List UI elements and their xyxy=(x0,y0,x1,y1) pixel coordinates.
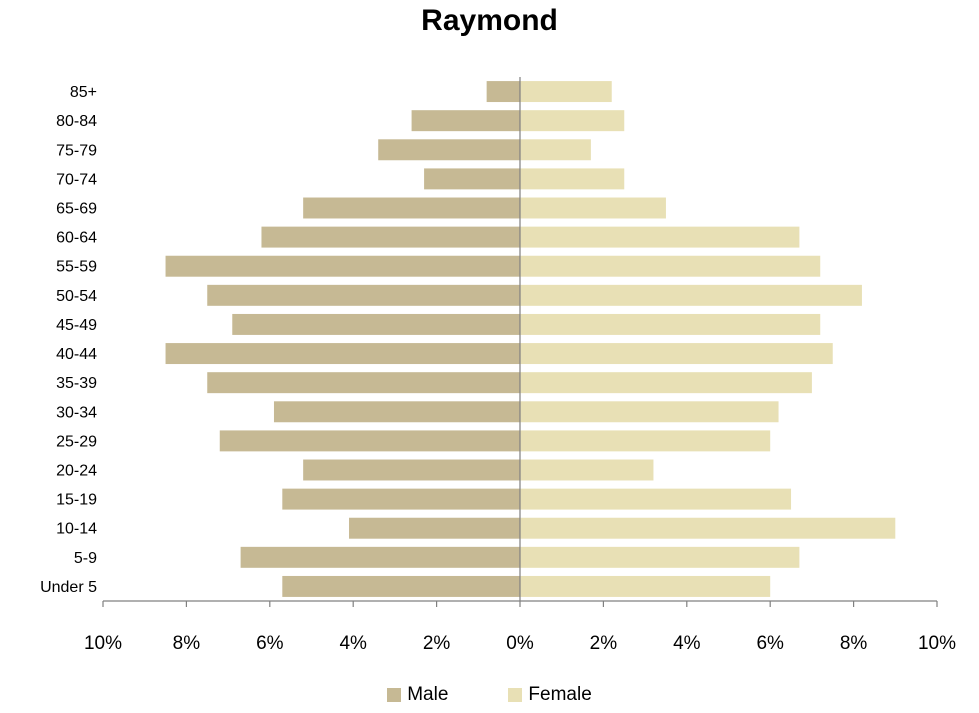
bar-male-75-79 xyxy=(378,139,520,161)
bar-male-85plus xyxy=(486,81,520,103)
chart-title: Raymond xyxy=(421,4,558,37)
bars-group xyxy=(165,81,896,597)
bar-male-15-19 xyxy=(282,488,520,510)
x-tick-label: 6% xyxy=(756,633,784,654)
bar-female-15-19 xyxy=(520,488,792,510)
bar-female-25-29 xyxy=(520,430,771,452)
x-tick-label: 8% xyxy=(173,633,201,654)
bar-female-5-9 xyxy=(520,546,800,568)
bar-male-50-54 xyxy=(207,284,520,306)
bar-female-80-84 xyxy=(520,110,625,132)
bar-female-50-54 xyxy=(520,284,862,306)
legend: Male Female xyxy=(0,684,979,706)
category-label: 20-24 xyxy=(56,463,97,480)
bar-female-30-34 xyxy=(520,401,779,423)
category-label: 60-64 xyxy=(56,230,97,247)
bar-male-40-44 xyxy=(165,343,521,365)
bar-female-10-14 xyxy=(520,517,896,539)
legend-label-male: Male xyxy=(407,684,449,705)
x-tick-label: 4% xyxy=(673,633,701,654)
category-label: 85+ xyxy=(70,84,97,101)
category-label: 30-34 xyxy=(56,404,97,421)
legend-item-female: Female xyxy=(508,684,592,706)
x-tick-label: 10% xyxy=(918,633,956,654)
category-label: 70-74 xyxy=(56,171,97,188)
category-label: 5-9 xyxy=(74,550,97,567)
category-label: 55-59 xyxy=(56,259,97,276)
bar-female-75-79 xyxy=(520,139,591,161)
bar-male-25-29 xyxy=(219,430,520,452)
bar-male-60-64 xyxy=(261,226,520,248)
category-label: 80-84 xyxy=(56,113,97,130)
bar-male-20-24 xyxy=(303,459,520,481)
category-label: 65-69 xyxy=(56,201,97,218)
bar-male-10-14 xyxy=(349,517,520,539)
bar-female-60-64 xyxy=(520,226,800,248)
bar-male-5-9 xyxy=(240,546,521,568)
category-label: 15-19 xyxy=(56,492,97,509)
x-tick-label: 2% xyxy=(423,633,451,654)
bar-female-45-49 xyxy=(520,313,821,335)
bar-female-85plus xyxy=(520,81,612,103)
bar-male-80-84 xyxy=(411,110,520,132)
x-tick-label: 10% xyxy=(84,633,122,654)
legend-swatch-female xyxy=(508,688,523,702)
bar-male-65-69 xyxy=(303,197,520,219)
bar-male-30-34 xyxy=(273,401,520,423)
category-label: Under 5 xyxy=(40,579,97,596)
bar-male-under-5 xyxy=(282,575,520,597)
category-label: 35-39 xyxy=(56,375,97,392)
bar-female-65-69 xyxy=(520,197,666,219)
bar-male-70-74 xyxy=(424,168,520,190)
bar-female-under-5 xyxy=(520,575,771,597)
x-tick-label: 2% xyxy=(590,633,618,654)
axes-group: 10% 8% 6% 4% 2% 0% 2% 4% 6% 8% 10% xyxy=(84,77,956,654)
bar-female-35-39 xyxy=(520,372,812,394)
legend-swatch-male xyxy=(387,688,402,702)
category-labels: Under 5 5-9 10-14 15-19 20-24 25-29 30-34 35-39… xyxy=(40,84,97,596)
bar-male-45-49 xyxy=(232,313,520,335)
category-label: 25-29 xyxy=(56,433,97,450)
legend-label-female: Female xyxy=(528,684,592,705)
category-label: 40-44 xyxy=(56,346,97,363)
bar-female-20-24 xyxy=(520,459,654,481)
x-tick-label: 8% xyxy=(840,633,868,654)
category-label: 75-79 xyxy=(56,142,97,159)
bar-female-40-44 xyxy=(520,343,833,365)
category-label: 45-49 xyxy=(56,317,97,334)
bar-female-55-59 xyxy=(520,255,821,277)
bar-male-35-39 xyxy=(207,372,520,394)
bar-male-55-59 xyxy=(165,255,521,277)
x-tick-label: 0% xyxy=(506,633,534,654)
x-tick-label: 4% xyxy=(339,633,367,654)
category-label: 50-54 xyxy=(56,288,97,305)
x-tick-label: 6% xyxy=(256,633,284,654)
bar-female-70-74 xyxy=(520,168,625,190)
legend-item-male: Male xyxy=(387,684,448,706)
category-label: 10-14 xyxy=(56,521,97,538)
